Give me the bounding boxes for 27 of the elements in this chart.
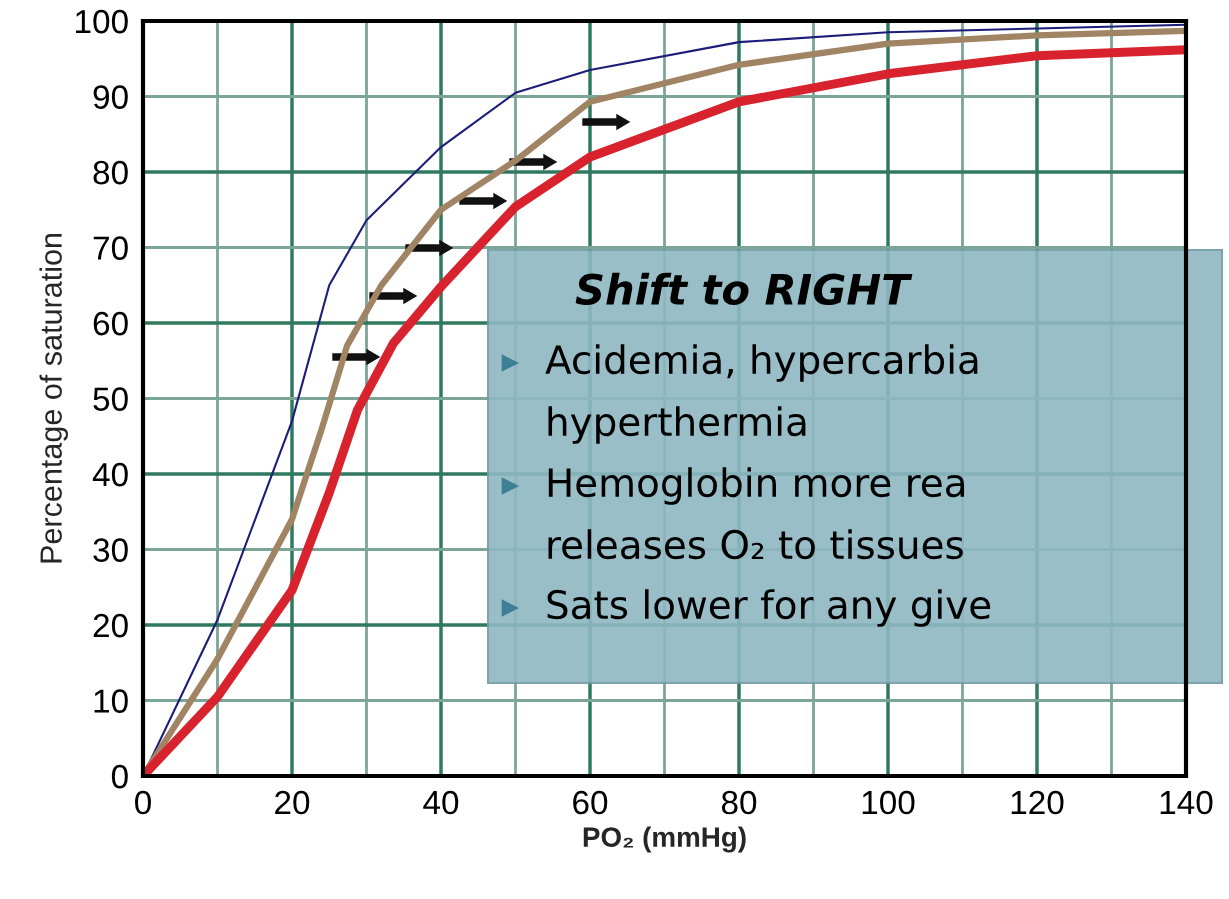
x-tick-label: 60 [573, 790, 608, 815]
x-tick-label: 140 [1160, 790, 1213, 815]
y-tick-label: 30 [93, 538, 128, 562]
y-tick-label: 60 [93, 311, 128, 336]
y-tick-label: 80 [93, 160, 128, 185]
annotation: Acidemia, hypercarbia [545, 344, 978, 382]
x-tick-label: 20 [275, 790, 310, 815]
x-axis-title: PO₂ (mmHg) [583, 826, 746, 853]
y-tick-label: 10 [94, 689, 128, 713]
annotation: Shift to RIGHT [575, 272, 913, 306]
x-tick-label: 80 [721, 790, 757, 815]
y-tick-label: 90 [93, 85, 128, 109]
x-tick-label: 0 [135, 790, 151, 815]
y-tick-label: 100 [76, 9, 128, 34]
y-tick-label: 50 [93, 387, 128, 411]
y-tick-label: 70 [93, 236, 128, 260]
y-tick-label: 40 [92, 462, 128, 487]
x-tick-label: 100 [862, 790, 915, 815]
x-tick-label: 40 [423, 790, 459, 815]
y-tick-label: 0 [111, 764, 128, 789]
annotation: Hemoglobin more rea [548, 467, 965, 505]
x-tick-label: 120 [1011, 790, 1064, 815]
annotation: hyperthermia [548, 406, 806, 444]
annotation: Sats lower for any give [547, 589, 991, 627]
y-axis-title: Percentage of saturation [39, 234, 68, 563]
y-tick-label: 20 [93, 613, 128, 638]
annotation: releases O₂ to tissues [548, 529, 963, 560]
